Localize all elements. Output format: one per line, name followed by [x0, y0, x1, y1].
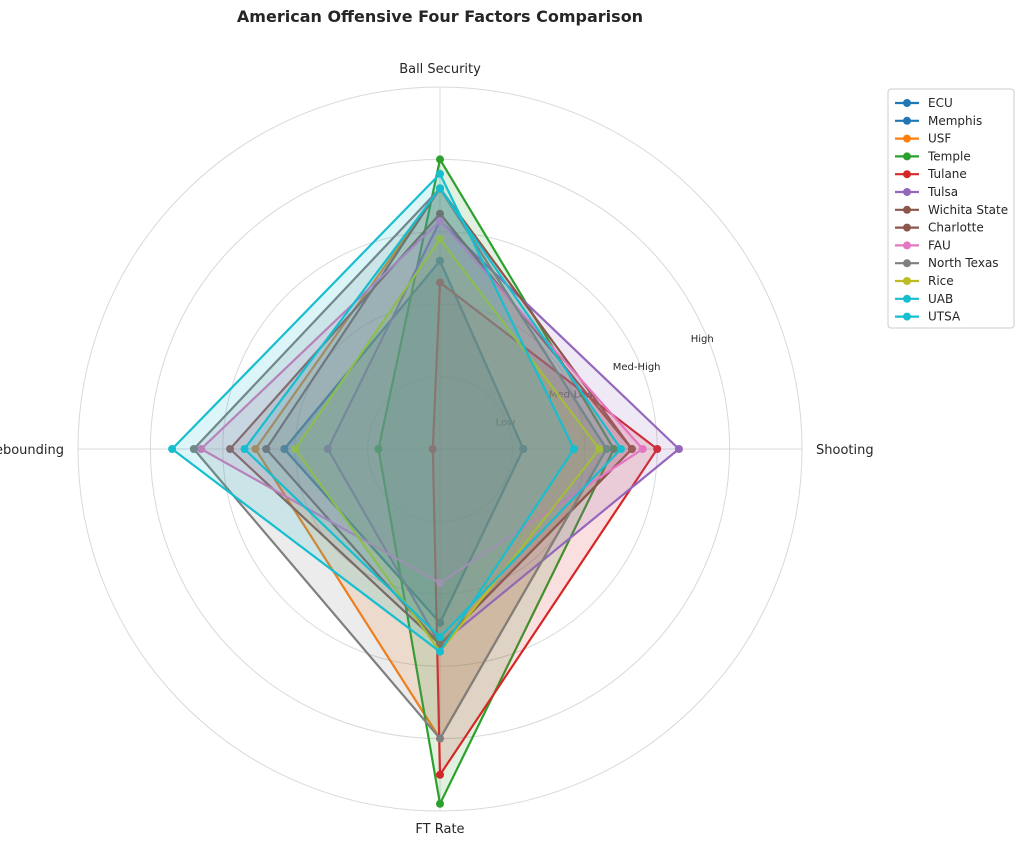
legend-label: ECU — [928, 96, 953, 110]
legend-marker — [903, 294, 911, 303]
data-point — [436, 169, 444, 178]
legend-entry: Memphis — [895, 114, 982, 128]
data-point — [323, 445, 332, 453]
legend-label: Temple — [927, 149, 971, 163]
legend-marker — [903, 223, 911, 232]
legend-entry: UAB — [895, 292, 953, 306]
legend-label: Rice — [928, 274, 954, 288]
data-point — [436, 184, 444, 193]
axis-labels: Ball Security Shooting FT Rate Off Reboundi… — [0, 62, 874, 837]
legend-entry: USF — [895, 132, 951, 146]
data-point — [674, 445, 683, 453]
data-point — [262, 445, 271, 453]
series-layer — [168, 155, 683, 808]
legend: ECU Memphis USF Temple Tulane Tulsa Wichita St… — [887, 88, 1015, 329]
data-point — [436, 647, 444, 656]
axis-label: Ball Security — [399, 62, 481, 77]
data-point — [436, 278, 444, 287]
legend-marker — [903, 134, 911, 143]
legend-entry: Temple — [895, 149, 971, 163]
data-point — [197, 445, 206, 453]
legend-label: Tulane — [927, 167, 967, 181]
data-point — [436, 578, 444, 587]
data-point — [653, 445, 662, 453]
legend-entry: Tulsa — [895, 185, 958, 199]
legend-marker — [903, 277, 911, 285]
legend-items: ECU Memphis USF Temple Tulane Tulsa Wichita St… — [895, 96, 1008, 324]
data-point — [226, 445, 235, 453]
legend-marker — [903, 312, 911, 321]
data-point — [168, 445, 177, 453]
axis-label: Off Rebounding — [0, 443, 64, 458]
legend-frame — [887, 88, 1015, 329]
data-point — [638, 445, 647, 453]
data-point — [240, 445, 249, 453]
legend-label: FAU — [928, 238, 951, 252]
data-point — [436, 209, 444, 218]
data-point — [280, 445, 289, 453]
legend-label: Wichita State — [928, 203, 1008, 217]
data-point — [436, 799, 444, 808]
legend-label: Charlotte — [928, 221, 984, 235]
data-point — [436, 256, 444, 265]
data-point — [436, 618, 444, 627]
data-point — [519, 445, 528, 453]
data-point — [428, 445, 437, 453]
data-point — [436, 216, 444, 225]
series — [189, 184, 611, 743]
legend-marker — [903, 241, 911, 250]
data-point — [436, 235, 444, 244]
legend-label: UAB — [928, 292, 953, 306]
legend-entry: ECU — [895, 96, 953, 110]
legend-entry: Wichita State — [895, 203, 1008, 217]
legend-marker — [903, 116, 911, 125]
legend-marker — [903, 205, 911, 214]
chart-title: American Offensive Four Factors Comparis… — [237, 7, 643, 26]
axis-label: FT Rate — [415, 822, 464, 837]
data-point — [602, 445, 611, 453]
data-point — [569, 445, 578, 453]
legend-entry: Tulane — [895, 167, 967, 181]
series — [168, 169, 578, 656]
series — [240, 184, 625, 642]
legend-label: Tulsa — [927, 185, 958, 199]
legend-entry: FAU — [895, 238, 951, 252]
axis-label: Shooting — [816, 443, 874, 458]
data-point — [436, 770, 444, 779]
legend-marker — [903, 170, 911, 179]
ring-label: Med-High — [613, 362, 661, 373]
legend-label: USF — [928, 132, 951, 146]
legend-entry: Charlotte — [895, 221, 984, 235]
legend-label: North Texas — [928, 256, 999, 270]
data-point — [291, 445, 300, 453]
data-point — [627, 445, 636, 453]
data-point — [189, 445, 198, 453]
data-point — [436, 640, 444, 649]
legend-entry: North Texas — [895, 256, 999, 270]
legend-marker — [903, 152, 911, 161]
data-point — [595, 445, 604, 453]
data-point — [436, 734, 444, 743]
legend-label: Memphis — [928, 114, 982, 128]
data-point — [609, 445, 618, 453]
legend-marker — [903, 188, 911, 196]
data-point — [374, 445, 383, 453]
legend-label: UTSA — [928, 310, 961, 324]
legend-marker — [903, 99, 911, 107]
data-point — [251, 445, 260, 453]
series — [280, 256, 528, 627]
legend-entry: Rice — [895, 274, 954, 288]
data-point — [436, 155, 444, 164]
series — [197, 216, 647, 587]
ring-label: High — [691, 334, 714, 345]
legend-entry: UTSA — [895, 310, 961, 324]
data-point — [436, 633, 444, 642]
data-point — [617, 445, 625, 453]
ring-label: Low — [496, 417, 516, 428]
legend-marker — [903, 259, 911, 268]
